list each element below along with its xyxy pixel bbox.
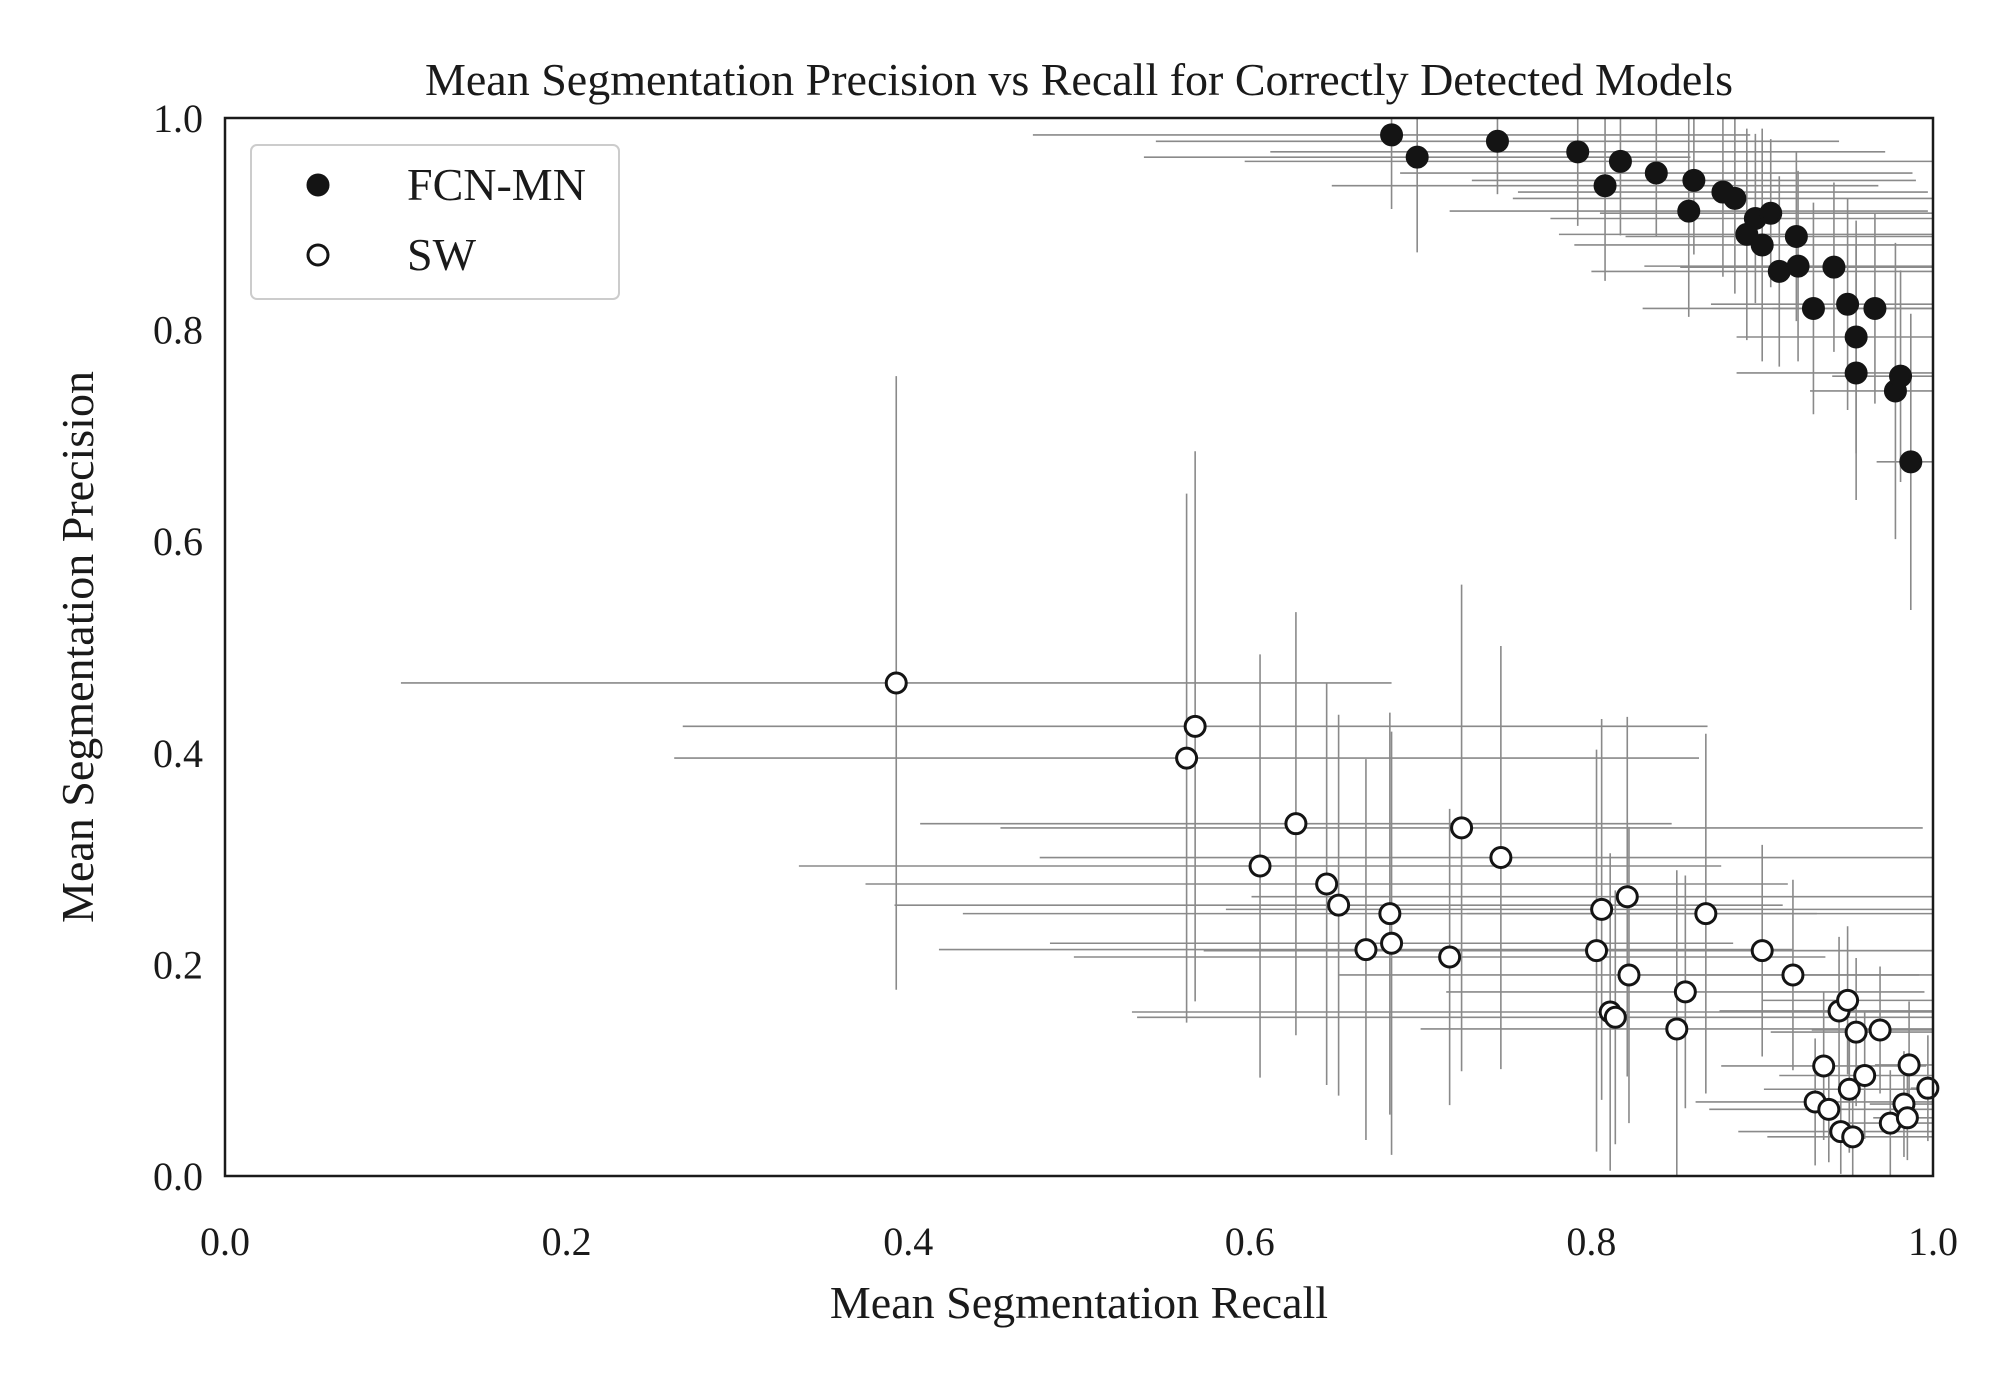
x-tick-label: 0.0 [200,1219,250,1264]
point-sw [1841,1125,1865,1149]
point-fcn-mn [1863,296,1887,320]
point-sw [884,671,908,695]
point-fcn-mn [1380,123,1404,147]
point-fcn-mn [1899,450,1923,474]
y-tick-label: 0.0 [153,1154,203,1199]
y-tick-label: 0.4 [153,731,203,776]
point-fcn-mn [1801,296,1825,320]
x-tick-label: 0.8 [1566,1219,1616,1264]
point-sw [1603,1005,1627,1029]
point-sw [1315,872,1339,896]
point-sw [1284,812,1308,836]
legend-label-fcn-mn: FCN-MN [407,159,586,210]
point-sw [1694,902,1718,926]
point-fcn-mn [1644,161,1668,185]
point-fcn-mn [1786,254,1810,278]
point-sw [1585,939,1609,963]
x-tick-label: 0.4 [883,1219,933,1264]
plot-area-frame [223,116,1935,1178]
point-sw [1183,714,1207,738]
point-sw [1438,945,1462,969]
point-sw [1590,897,1614,921]
legend: FCN-MN SW [250,144,620,300]
point-sw [1817,1097,1841,1121]
point-sw [1617,963,1641,987]
point-sw [1844,1020,1868,1044]
point-sw [1895,1106,1919,1130]
x-axis-ticks: 0.0 0.2 0.4 0.6 0.8 1.0 [200,1219,1958,1264]
y-tick-label: 0.6 [153,519,203,564]
point-sw [1175,746,1199,770]
point-fcn-mn [1889,364,1913,388]
legend-marker-fcn-mn [306,173,330,197]
y-axis-label: Mean Segmentation Precision [52,371,103,923]
y-tick-label: 0.8 [153,308,203,353]
point-sw [1812,1054,1836,1078]
point-fcn-mn [1608,149,1632,173]
point-sw [1750,939,1774,963]
y-tick-label: 0.2 [153,942,203,987]
markers-layer [884,123,1940,1149]
legend-box [250,144,620,300]
point-fcn-mn [1844,325,1868,349]
point-fcn-mn [1759,201,1783,225]
y-tick-label: 1.0 [153,96,203,141]
point-fcn-mn [1677,199,1701,223]
point-sw [1837,1077,1861,1101]
point-fcn-mn [1836,292,1860,316]
point-sw [1248,854,1272,878]
point-fcn-mn [1767,259,1791,283]
x-tick-label: 0.2 [542,1219,592,1264]
point-fcn-mn [1682,168,1706,192]
point-fcn-mn [1822,255,1846,279]
legend-marker-sw [306,243,330,267]
x-axis-label: Mean Segmentation Recall [830,1277,1328,1328]
point-sw [1489,846,1513,870]
x-tick-label: 1.0 [1908,1219,1958,1264]
point-sw [1673,980,1697,1004]
point-sw [1916,1076,1940,1100]
point-sw [1781,963,1805,987]
y-axis-ticks: 0.0 0.2 0.4 0.6 0.8 1.0 [153,96,203,1199]
point-sw [1868,1018,1892,1042]
point-sw [1897,1053,1921,1077]
point-fcn-mn [1485,129,1509,153]
point-fcn-mn [1566,140,1590,164]
point-sw [1665,1017,1689,1041]
point-fcn-mn [1405,145,1429,169]
point-fcn-mn [1784,224,1808,248]
point-fcn-mn [1723,186,1747,210]
point-sw [1380,931,1404,955]
point-sw [1615,885,1639,909]
point-sw [1354,938,1378,962]
point-sw [1450,816,1474,840]
point-sw [1327,893,1351,917]
point-fcn-mn [1844,361,1868,385]
point-sw [1836,988,1860,1012]
x-tick-label: 0.6 [1225,1219,1275,1264]
chart-title: Mean Segmentation Precision vs Recall fo… [425,54,1733,105]
legend-label-sw: SW [407,229,477,280]
point-fcn-mn [1593,174,1617,198]
point-fcn-mn [1750,233,1774,257]
point-sw [1853,1063,1877,1087]
point-sw [1378,902,1402,926]
